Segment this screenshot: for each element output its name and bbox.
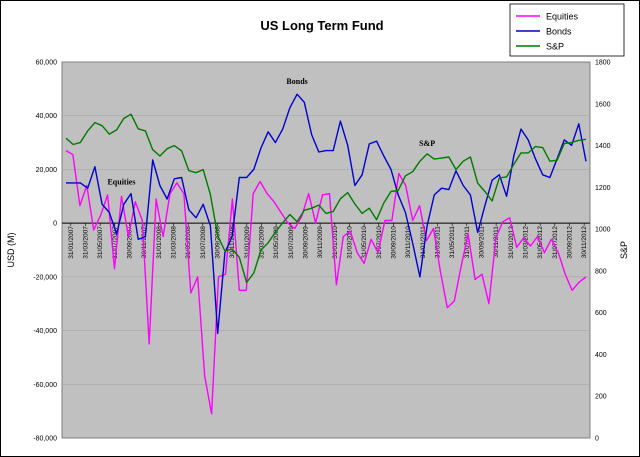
x-tick-label: 30/11/2009 [317, 226, 324, 258]
x-tick-label: 30/11/2010 [405, 226, 412, 258]
legend-box [509, 3, 625, 57]
y2-tick-label: 200 [595, 394, 607, 401]
y-tick-label: -40,000 [33, 328, 57, 335]
y-tick-label: -80,000 [33, 436, 57, 443]
x-tick-label: 31/01/2010 [332, 226, 339, 259]
x-tick-label: 31/03/2007 [82, 226, 89, 259]
y-tick-label: -20,000 [33, 274, 57, 281]
x-tick-label: 31/01/2012 [508, 226, 515, 259]
annotation-s-p: S&P [419, 139, 435, 148]
y-axis-label: USD (M) [6, 233, 16, 268]
y-tick-label: 40,000 [36, 113, 58, 120]
x-tick-label: 31/01/2007 [68, 226, 75, 259]
series-line-s-p [65, 113, 587, 284]
legend: Equities Bonds S&P [509, 3, 625, 57]
x-axis-ticks: 31/01/2007 31/03/2007 31/05/2007 31/07/2007… [68, 223, 588, 259]
x-tick-label: 30/11/2008 [229, 226, 236, 258]
left-axis-ticks: 60,000 40,000 20,000 0 -20,000 -40,000 -60,000… [33, 60, 57, 443]
y2-tick-label: 1000 [595, 227, 611, 234]
x-tick-label: 31/05/2009 [273, 226, 280, 259]
x-tick-label: 31/03/2011 [434, 226, 441, 258]
x-tick-label: 31/05/2011 [449, 226, 456, 258]
x-tick-label: 30/11/2007 [141, 226, 148, 258]
plot-area [61, 61, 591, 439]
x-tick-label: 31/07/2009 [288, 226, 295, 259]
x-tick-label: 31/07/2010 [376, 226, 383, 259]
right-axis-ticks: 1800 1600 1400 1200 1000 800 600 400 200 0 [595, 60, 611, 443]
x-tick-label: 31/01/2011 [420, 226, 427, 258]
y2-tick-label: 1200 [595, 185, 611, 192]
series-line-equities [65, 149, 587, 415]
x-tick-label: 30/11/2011 [493, 226, 500, 258]
x-tick-label: 30/11/2012 [581, 226, 588, 258]
x-tick-label: 30/09/2010 [390, 226, 397, 259]
y2-tick-label: 800 [595, 268, 607, 275]
series-line-bonds [66, 93, 587, 334]
y-tick-label: 20,000 [36, 167, 58, 174]
x-tick-label: 31/05/2008 [185, 226, 192, 259]
x-tick-label: 31/03/2009 [258, 226, 265, 259]
x-tick-label: 30/09/2007 [126, 226, 133, 259]
x-tick-label: 31/07/2012 [552, 226, 559, 259]
x-tick-label: 31/07/2011 [464, 226, 471, 258]
chart-title: US Long Term Fund [260, 18, 383, 33]
y2-tick-label: 1400 [595, 143, 611, 150]
annotation-equities: Equities [107, 177, 135, 186]
x-tick-label: 31/05/2010 [361, 226, 368, 259]
annotations: Equities Bonds S&P [107, 77, 435, 186]
x-tick-label: 31/01/2008 [156, 226, 163, 259]
x-tick-label: 31/03/2008 [170, 226, 177, 259]
y2-tick-label: 600 [595, 310, 607, 317]
legend-label: S&P [546, 42, 564, 52]
x-tick-label: 31/07/2008 [200, 226, 207, 259]
y2-tick-label: 1600 [595, 101, 611, 108]
y2-axis-label: S&P [619, 241, 629, 259]
x-tick-label: 31/03/2010 [346, 226, 353, 259]
series-lines [65, 93, 587, 415]
annotation-bonds: Bonds [286, 77, 307, 86]
x-tick-label: 31/01/2009 [244, 226, 251, 259]
x-tick-label: 30/09/2008 [214, 226, 221, 259]
y2-tick-label: 0 [595, 436, 599, 443]
x-tick-label: 30/09/2012 [566, 226, 573, 259]
y-tick-label: 60,000 [36, 60, 58, 67]
x-tick-label: 30/09/2009 [302, 226, 309, 259]
y-tick-label: -60,000 [33, 382, 57, 389]
y2-tick-label: 400 [595, 352, 607, 359]
x-tick-label: 30/09/2011 [478, 226, 485, 258]
x-tick-label: 31/05/2007 [97, 226, 104, 259]
legend-label: Equities [546, 12, 579, 22]
y2-tick-label: 1800 [595, 60, 611, 67]
x-tick-label: 31/03/2012 [522, 226, 529, 259]
legend-label: Bonds [546, 27, 572, 37]
y-tick-label: 0 [53, 221, 57, 228]
x-tick-label: 31/07/2007 [112, 226, 119, 259]
